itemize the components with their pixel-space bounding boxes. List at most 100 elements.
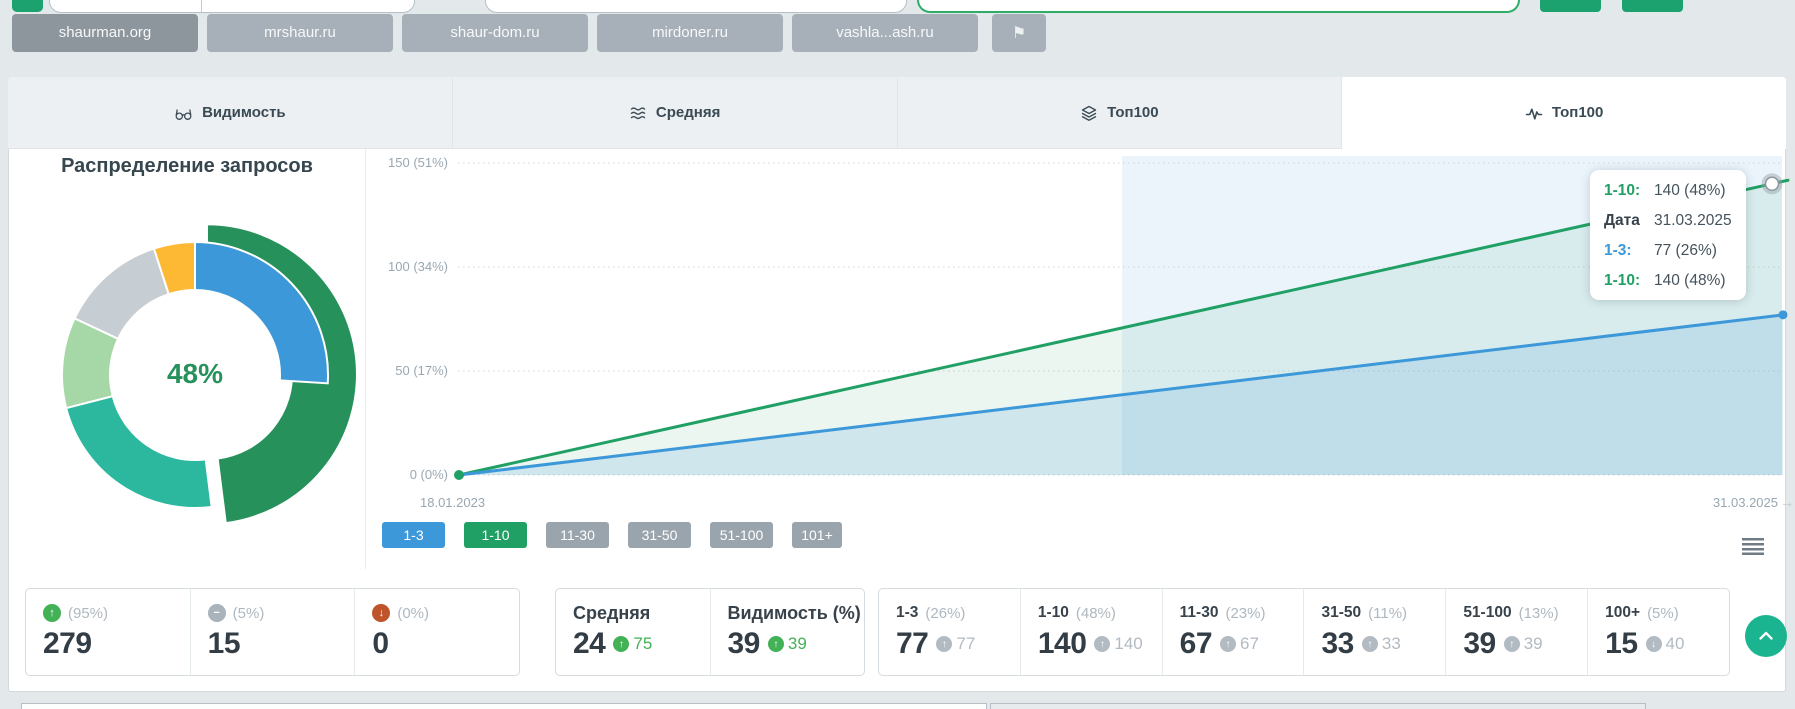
stat-delta: 77 xyxy=(956,634,976,653)
stat-delta: 33 xyxy=(1381,634,1401,653)
stat-label: 100+ xyxy=(1605,604,1641,621)
chart-menu-icon[interactable] xyxy=(1742,538,1764,555)
stat-delta: 40 xyxy=(1665,634,1685,653)
stat-cell-top-100plus[interactable]: 100+ (5%) 15 ↓ 40 xyxy=(1587,589,1729,675)
legend-button-1-3[interactable]: 1-3 xyxy=(382,522,445,548)
glasses-icon xyxy=(175,108,192,120)
stat-cell-top-31-50[interactable]: 31-50 (11%) 33 ↑ 33 xyxy=(1303,589,1445,675)
domain-tab-shaur-dom-ru[interactable]: shaur-dom.ru xyxy=(402,14,588,52)
domain-tab-mirdoner-ru[interactable]: mirdoner.ru xyxy=(597,14,783,52)
y-axis-label: 100 (34%) xyxy=(388,259,448,274)
x-axis-start-date: 18.01.2023 xyxy=(420,495,486,510)
stat-delta: 67 xyxy=(1240,634,1259,653)
stat-value: 15 xyxy=(1605,627,1638,660)
tab-top100-layers[interactable]: Топ100 xyxy=(897,77,1343,149)
stat-cell-up[interactable]: ↑ (95%) 279 xyxy=(26,589,190,675)
scroll-to-top-button[interactable] xyxy=(1745,615,1787,657)
bottom-panel-left xyxy=(21,703,987,709)
stat-value: 67 xyxy=(1179,627,1213,660)
legend-button-31-50[interactable]: 31-50 xyxy=(628,522,691,548)
tooltip-series-label: 1-10: xyxy=(1604,272,1641,289)
tab-label: Средняя xyxy=(655,104,721,121)
stat-value: 0 xyxy=(372,627,389,660)
topbar-action-button-1[interactable] xyxy=(1540,0,1601,12)
stat-cell-visibility[interactable]: Видимость (%) 39 ↑ 39 xyxy=(709,589,865,675)
legend-button-51-100[interactable]: 51-100 xyxy=(710,522,773,548)
stat-cell-top-1-3[interactable]: 1-3 (26%) 77 ↑ 77 xyxy=(879,589,1020,675)
stat-label: 31-50 xyxy=(1321,604,1362,621)
stat-cell-top-51-100[interactable]: 51-100 (13%) 39 ↑ 39 xyxy=(1445,589,1587,675)
stat-value: 39 xyxy=(1463,627,1496,660)
waves-icon xyxy=(630,106,646,119)
stat-label: 1-3 xyxy=(896,604,919,621)
stat-percent: (23%) xyxy=(1225,604,1266,622)
chart-tooltip: 1-10: 140 (48%) Дата 31.03.2025 1-3: 77 … xyxy=(1590,170,1746,300)
section-divider xyxy=(365,149,366,569)
bottom-panel-right xyxy=(990,703,1646,709)
stat-label: 51-100 xyxy=(1463,604,1512,621)
domain-tab-mrshaur-ru[interactable]: mrshaur.ru xyxy=(207,14,393,52)
stat-cell-top-1-10[interactable]: 1-10 (48%) 140 ↑ 140 xyxy=(1019,589,1162,675)
layers-icon xyxy=(1081,105,1097,121)
tooltip-value: 77 (26%) xyxy=(1654,242,1717,259)
arrow-up-circle-icon: ↑ xyxy=(1220,636,1237,652)
arrow-up-circle-icon: ↑ xyxy=(767,636,784,652)
x-axis-end-date: 31.03.2025 xyxy=(1712,495,1778,510)
y-axis-label: 0 (0%) xyxy=(409,467,448,482)
stat-percent: (26%) xyxy=(925,604,966,622)
domain-tab-shaurman-org[interactable]: shaurman.org xyxy=(12,14,198,52)
stat-cell-same[interactable]: − (5%) 15 xyxy=(189,589,355,675)
stat-percent: (48%) xyxy=(1075,604,1116,622)
flag-button[interactable]: ⚑ xyxy=(992,14,1046,52)
stat-value: 39 xyxy=(727,627,761,660)
legend-button-1-10[interactable]: 1-10 xyxy=(464,522,527,548)
legend-button-11-30[interactable]: 11-30 xyxy=(546,522,609,548)
topbar-field-middle[interactable] xyxy=(485,0,907,13)
stat-label: 1-10 xyxy=(1037,604,1069,621)
arrow-up-circle-icon: ↑ xyxy=(1503,636,1520,652)
arrow-up-circle-icon: ↑ xyxy=(1361,636,1378,652)
stat-label: 11-30 xyxy=(1179,604,1219,621)
topbar-action-button-2[interactable] xyxy=(1622,0,1683,12)
stat-percent: (5%) xyxy=(232,604,265,622)
donut-chart[interactable] xyxy=(30,205,360,535)
arrow-up-circle-icon: ↑ xyxy=(1094,636,1111,652)
stat-cell-top-11-30[interactable]: 11-30 (23%) 67 ↑ 67 xyxy=(1161,589,1304,675)
tooltip-series-label: 1-3: xyxy=(1604,242,1632,259)
panel-title: Распределение запросов xyxy=(61,155,313,177)
chevron-up-icon xyxy=(1759,631,1773,640)
arrow-down-circle-icon: ↓ xyxy=(372,604,391,622)
stat-delta: 140 xyxy=(1114,634,1143,653)
positions-stats-card: 1-3 (26%) 77 ↑ 77 1-10 (48%) 140 ↑ 140 11-30… xyxy=(878,588,1730,676)
stat-percent: (95%) xyxy=(68,604,109,622)
topbar-field-left[interactable] xyxy=(49,0,415,13)
topbar-highlighted-field[interactable] xyxy=(917,0,1520,13)
tooltip-row: 1-10: 140 (48%) xyxy=(1604,270,1732,291)
x-axis-next-arrow-icon[interactable]: → xyxy=(1780,494,1794,510)
stat-cell-down[interactable]: ↓ (0%) 0 xyxy=(354,589,519,675)
stat-cell-average[interactable]: Средняя 24 ↑ 75 xyxy=(556,589,710,675)
tooltip-row: 1-10: 140 (48%) xyxy=(1604,180,1732,201)
tooltip-value: 140 (48%) xyxy=(1654,272,1726,289)
topbar-green-button[interactable] xyxy=(12,0,43,12)
stat-value: 15 xyxy=(207,627,241,660)
stat-value: 33 xyxy=(1321,627,1354,660)
arrow-up-circle-icon: ↑ xyxy=(43,604,61,622)
summary-stats-card: ↑ (95%) 279 − (5%) 15 ↓ (0%) 0 xyxy=(25,588,520,676)
stat-delta: 39 xyxy=(787,634,807,653)
stat-label: Средняя xyxy=(573,602,651,623)
domain-tab-vashlavash-ru[interactable]: vashla...ash.ru xyxy=(792,14,978,52)
tooltip-date-label: Дата xyxy=(1604,212,1640,229)
tooltip-date-value: 31.03.2025 xyxy=(1654,212,1732,229)
tab-visibility[interactable]: Видимость xyxy=(8,77,453,149)
tab-label: Видимость xyxy=(202,104,286,121)
stat-value: 279 xyxy=(43,627,92,660)
legend-button-101plus[interactable]: 101+ xyxy=(792,522,842,548)
tab-average[interactable]: Средняя xyxy=(452,77,898,149)
tooltip-row: Дата 31.03.2025 xyxy=(1604,210,1732,231)
pulse-icon xyxy=(1525,108,1543,120)
minus-circle-icon: − xyxy=(207,604,226,622)
tab-top100-dynamics[interactable]: Топ100 xyxy=(1342,77,1786,149)
tooltip-series-label: 1-10: xyxy=(1604,182,1641,199)
stat-percent: (0%) xyxy=(397,604,430,622)
